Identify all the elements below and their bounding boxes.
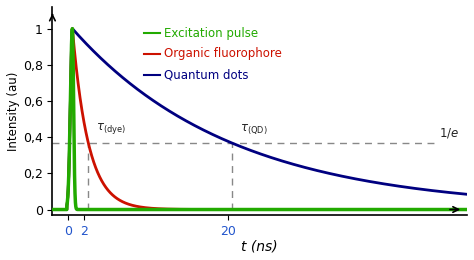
Text: Excitation pulse: Excitation pulse [164,27,258,40]
Text: Organic fluorophore: Organic fluorophore [164,48,282,61]
Text: Quantum dots: Quantum dots [164,68,248,81]
X-axis label: t (ns): t (ns) [241,239,278,253]
Y-axis label: Intensity (au): Intensity (au) [7,71,20,151]
Text: $1/e$: $1/e$ [439,126,459,140]
Text: $\tau_{\mathsf{(QD)}}$: $\tau_{\mathsf{(QD)}}$ [240,122,267,136]
Text: $\tau_{\mathsf{(dye)}}$: $\tau_{\mathsf{(dye)}}$ [96,121,126,136]
